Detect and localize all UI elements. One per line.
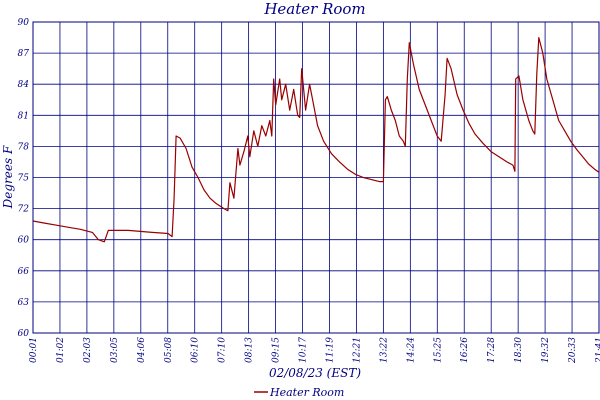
x-axis-label: 02/08/23 (EST) <box>269 366 361 380</box>
legend: Heater Room <box>254 386 344 399</box>
x-tick-label: 00:01 <box>29 337 39 363</box>
x-tick-label: 04:06 <box>137 337 147 363</box>
x-tick-label: 17:28 <box>487 337 497 363</box>
x-tick-label: 10:17 <box>299 337 309 363</box>
x-tick-label: 13:22 <box>379 337 389 363</box>
series-lines <box>32 37 600 243</box>
y-tick-label: 87 <box>18 49 30 59</box>
chart-title: Heater Room <box>263 0 365 18</box>
y-tick-label: 66 <box>18 267 30 277</box>
plot-border <box>32 21 600 334</box>
x-tick-label: 01:02 <box>56 337 66 363</box>
y-tick-label: 63 <box>18 298 30 308</box>
y-tick-label: 60 <box>18 236 30 246</box>
x-tick-label: 11:19 <box>325 337 335 363</box>
y-tick-label: 81 <box>18 111 29 121</box>
y-tick-label: 90 <box>18 18 30 28</box>
x-tick-label: 09:15 <box>272 337 282 363</box>
x-tick-label: 08:13 <box>245 337 255 363</box>
y-tick-label: 84 <box>18 80 30 90</box>
x-tick-label: 21:41 <box>595 337 600 364</box>
y-tick-label: 72 <box>18 205 30 215</box>
y-axis-label: Degrees F <box>1 145 15 209</box>
x-tick-label: 16:26 <box>460 337 470 363</box>
x-tick-label: 20:33 <box>568 337 578 364</box>
y-tick-label: 75 <box>18 174 30 184</box>
x-tick-label: 14:24 <box>406 337 416 363</box>
x-tick-label: 06:10 <box>191 337 201 363</box>
y-tick-labels: 60 63 66 60 72 75 78 81 84 87 90 <box>18 18 30 339</box>
y-tick-label: 78 <box>18 142 30 152</box>
y-tick-label: 60 <box>18 329 30 339</box>
x-tick-label: 15:25 <box>433 337 443 363</box>
x-tick-label: 18:30 <box>514 337 524 363</box>
x-tick-label: 02:03 <box>83 337 93 363</box>
x-tick-label: 03:05 <box>110 337 120 363</box>
series-line-heater-room <box>32 37 600 243</box>
x-tick-label: 19:32 <box>541 337 551 363</box>
legend-label: Heater Room <box>269 386 344 399</box>
x-tick-label: 07:10 <box>218 337 228 363</box>
x-tick-labels: 00:01 01:02 02:03 03:05 04:06 05:08 06:10 07:10… <box>29 337 600 364</box>
x-tick-label: 05:08 <box>164 337 174 363</box>
x-tick-label: 12:21 <box>352 337 362 363</box>
